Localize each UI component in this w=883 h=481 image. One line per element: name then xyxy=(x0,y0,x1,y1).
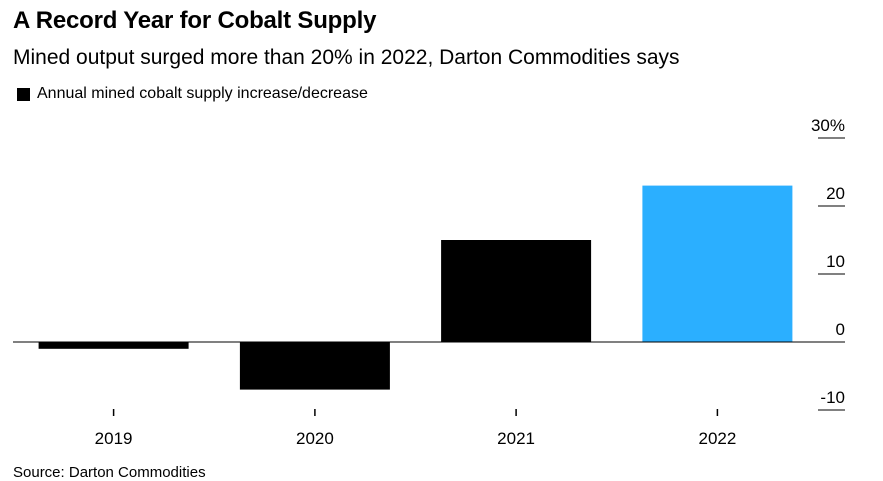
y-tick-label--10: -10 xyxy=(820,388,845,407)
y-tick-label-10: 10 xyxy=(826,252,845,271)
bar-2020 xyxy=(239,342,390,390)
bar-2021 xyxy=(441,240,592,342)
legend: Annual mined cobalt supply increase/decr… xyxy=(17,85,368,103)
source-note: Source: Darton Commodities xyxy=(13,464,206,481)
y-tick-label-0: 0 xyxy=(836,320,845,339)
chart-subtitle: Mined output surged more than 20% in 202… xyxy=(13,46,680,69)
y-tick-label-20: 20 xyxy=(826,184,845,203)
x-tick-label-2022: 2022 xyxy=(698,429,736,448)
legend-swatch xyxy=(17,87,30,101)
bar-2022 xyxy=(642,185,793,342)
legend-label: Annual mined cobalt supply increase/decr… xyxy=(37,85,368,102)
y-tick-label-30: 30% xyxy=(811,116,845,135)
x-tick-label-2021: 2021 xyxy=(497,429,535,448)
bar-2019 xyxy=(38,342,189,349)
bar-chart: 2019 2020 2021 2022 30% 20 10 0 -10 xyxy=(13,116,845,448)
x-tick-label-2020: 2020 xyxy=(296,429,334,448)
chart-title: A Record Year for Cobalt Supply xyxy=(13,7,377,34)
x-tick-label-2019: 2019 xyxy=(95,429,133,448)
